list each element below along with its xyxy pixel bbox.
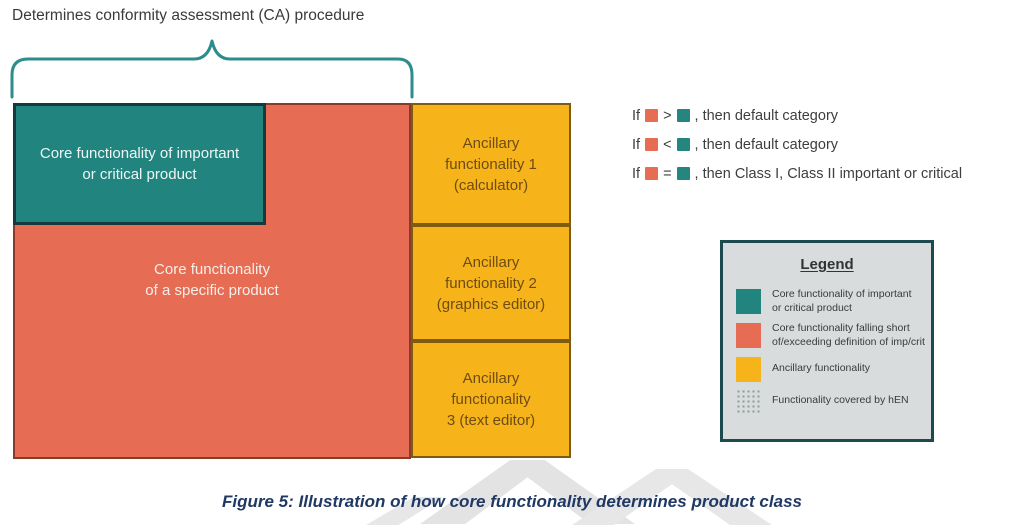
ancillary-functionality-1-box: Ancillary functionality 1 (calculator) xyxy=(411,103,571,225)
teal-swatch-icon xyxy=(676,167,690,180)
core-specific-product-label: Core functionality of a specific product xyxy=(13,259,411,302)
condition-rule-greater: If > , then default category xyxy=(632,101,962,130)
condition-operator: > xyxy=(663,107,672,124)
label-line: or critical product xyxy=(772,301,852,314)
condition-rule-less: If < , then default category xyxy=(632,130,962,159)
label-line: Core functionality of important xyxy=(772,288,912,300)
label-line: Core functionality falling short xyxy=(772,322,910,335)
legend-item-core-important: Core functionality of important or criti… xyxy=(736,288,931,315)
figure-caption: Figure 5: Illustration of how core funct… xyxy=(222,492,802,511)
ancillary-functionality-2-box: Ancillary functionality 2 (graphics edit… xyxy=(411,225,571,341)
ancillary-functionality-1-label: Ancillary functionality 1 (calculator) xyxy=(445,133,537,196)
brace-icon xyxy=(10,39,414,99)
legend-item-core-falling-short: Core functionality falling short of/exce… xyxy=(736,322,931,349)
label-line: (calculator) xyxy=(453,176,529,194)
label-line: Ancillary xyxy=(462,253,520,271)
legend-box: Legend Core functionality of important o… xyxy=(720,240,934,442)
label-line: (graphics editor) xyxy=(436,295,546,313)
teal-swatch-icon xyxy=(676,138,690,151)
label-line: of a specific product xyxy=(145,282,279,300)
legend-item-label: Core functionality of important or criti… xyxy=(772,288,911,315)
condition-prefix: If xyxy=(632,165,641,182)
core-important-product-box: Core functionality of important or criti… xyxy=(13,103,266,225)
salmon-swatch-icon xyxy=(736,323,761,349)
legend-item-ancillary: Ancillary functionality xyxy=(736,356,931,382)
condition-suffix: , then default category xyxy=(694,107,839,124)
legend-item-hen-covered: Functionality covered by hEN xyxy=(736,388,931,414)
salmon-swatch-icon xyxy=(645,167,659,180)
dotted-swatch-icon xyxy=(736,388,761,414)
label-line: of/exceeding definition of imp/crit xyxy=(772,335,925,348)
salmon-swatch-icon xyxy=(645,138,659,151)
yellow-swatch-icon xyxy=(736,356,761,382)
label-line: or critical product xyxy=(82,166,197,183)
salmon-swatch-icon xyxy=(645,109,659,122)
label-line: Ancillary functionality xyxy=(772,362,871,375)
ancillary-functionality-3-box: Ancillary functionality 3 (text editor) xyxy=(411,341,571,458)
ca-procedure-label: Determines conformity assessment (CA) pr… xyxy=(12,7,365,24)
core-important-product-label: Core functionality of important or criti… xyxy=(40,143,239,186)
label-line: Core functionality of important xyxy=(39,144,240,162)
label-line: Functionality covered by hEN xyxy=(772,394,909,407)
label-line: functionality 2 xyxy=(445,274,537,292)
condition-operator: < xyxy=(663,136,672,153)
label-line: Ancillary xyxy=(462,370,520,387)
condition-suffix: , then default category xyxy=(694,136,839,153)
legend-title: Legend xyxy=(800,256,854,273)
label-line: 3 (text editor) xyxy=(446,412,536,429)
label-line: functionality xyxy=(451,391,531,408)
teal-swatch-icon xyxy=(736,289,761,315)
condition-rules: If > , then default category If < , then… xyxy=(632,101,962,188)
ancillary-functionality-3-label: Ancillary functionality 3 (text editor) xyxy=(447,368,535,431)
legend-item-label: Ancillary functionality xyxy=(772,362,870,376)
ancillary-functionality-2-label: Ancillary functionality 2 (graphics edit… xyxy=(437,252,545,315)
legend-item-label: Functionality covered by hEN xyxy=(772,394,909,408)
condition-prefix: If xyxy=(632,107,641,124)
legend-item-label: Core functionality falling short of/exce… xyxy=(772,322,925,349)
condition-operator: = xyxy=(663,165,672,182)
teal-swatch-icon xyxy=(676,109,690,122)
label-line: Core functionality xyxy=(154,261,270,278)
condition-prefix: If xyxy=(632,136,641,153)
label-line: functionality 1 xyxy=(445,155,537,173)
condition-rule-equal: If = , then Class I, Class II important … xyxy=(632,159,962,188)
label-line: Ancillary xyxy=(462,134,520,152)
condition-suffix: , then Class I, Class II important or cr… xyxy=(694,165,963,182)
